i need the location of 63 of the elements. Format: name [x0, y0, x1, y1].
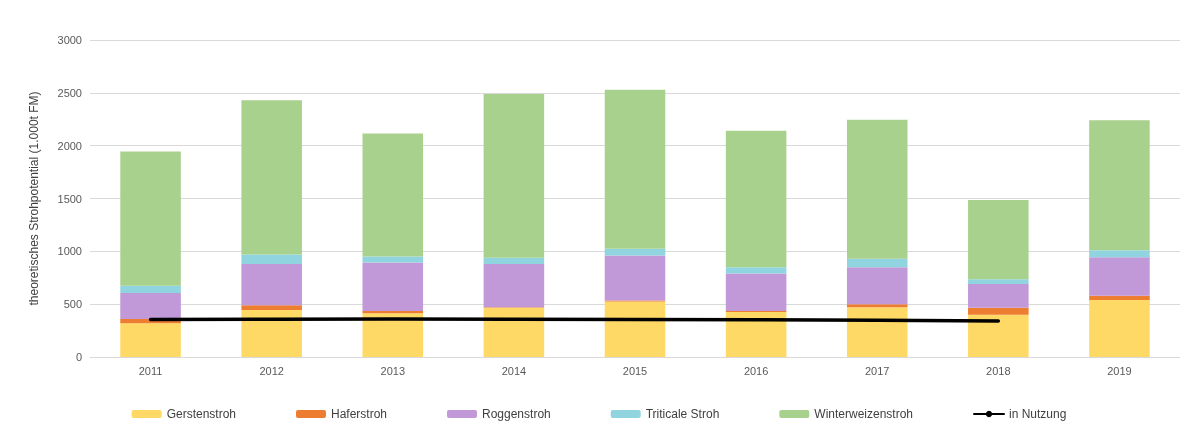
bar	[968, 279, 1029, 285]
bar	[120, 323, 181, 357]
bar	[1089, 299, 1150, 357]
y-tick-label: 2500	[57, 86, 82, 99]
bar	[483, 257, 545, 265]
y-tick-label: 2000	[57, 139, 82, 152]
y-tick-label: 1500	[57, 192, 82, 205]
bar	[120, 293, 181, 319]
x-tick-label: 2018	[986, 364, 1011, 377]
legend-label: Triticale Stroh	[645, 407, 720, 421]
x-tick-label: 2011	[138, 364, 163, 377]
bar	[241, 100, 302, 255]
x-tick-label: 2015	[622, 364, 648, 377]
x-tick-label: 2014	[501, 364, 527, 377]
bar	[846, 307, 908, 357]
bar	[362, 311, 424, 314]
bar	[362, 313, 424, 357]
bar	[604, 255, 666, 301]
bar	[362, 133, 424, 257]
legend-label: in Nutzung	[1009, 407, 1067, 421]
bar	[1089, 257, 1150, 296]
bar	[483, 307, 545, 357]
x-tick-label: 2013	[380, 364, 406, 377]
bar	[725, 273, 787, 312]
bar	[362, 262, 424, 312]
y-tick-label: 500	[63, 298, 82, 311]
bar	[968, 307, 1029, 315]
bar	[968, 200, 1029, 280]
bar	[241, 264, 302, 306]
y-tick-label: 0	[75, 351, 82, 363]
bar	[120, 151, 181, 286]
bar	[725, 312, 787, 357]
bar	[1089, 250, 1150, 258]
bar	[846, 119, 908, 259]
y-axis-title: theoretisches Strohpotential (1.000t FM)	[27, 91, 41, 306]
bar	[1089, 295, 1150, 300]
bar	[846, 258, 908, 268]
bar	[483, 264, 545, 308]
legend-label: Roggenstroh	[482, 407, 551, 421]
bar	[846, 267, 908, 305]
y-tick-label: 1000	[57, 245, 82, 258]
bar	[968, 284, 1029, 308]
x-tick-label: 2012	[259, 364, 284, 377]
bar	[604, 89, 666, 249]
bar	[1089, 120, 1150, 251]
bar	[604, 248, 666, 256]
bar	[968, 314, 1029, 357]
x-tick-label: 2017	[864, 364, 890, 377]
bar	[241, 309, 302, 357]
y-tick-label: 3000	[57, 34, 82, 46]
bar	[725, 130, 787, 268]
legend-label: Haferstroh	[330, 407, 388, 421]
bar	[846, 304, 908, 308]
x-tick-label: 2019	[1107, 364, 1132, 377]
legend-label: Winterweizenstroh	[814, 407, 913, 421]
x-tick-label: 2016	[743, 364, 769, 377]
bar	[120, 285, 181, 294]
bar	[604, 301, 666, 357]
bar	[725, 267, 787, 274]
bar	[483, 93, 545, 258]
bar	[241, 254, 302, 265]
bar	[241, 305, 302, 310]
legend-label: Gerstenstroh	[166, 407, 236, 421]
